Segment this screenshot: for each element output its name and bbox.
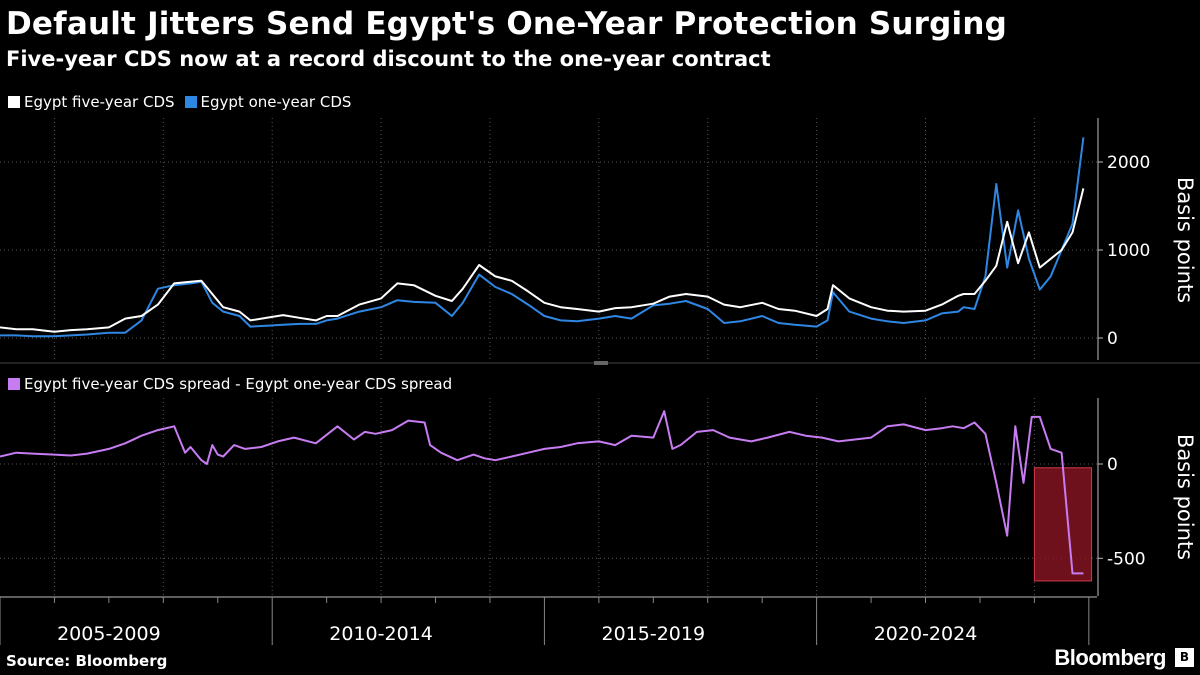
series-line-egypt-five-year-cds-spread-egypt-one-year-cds-spread [0, 410, 1084, 575]
bottom-panel-lines [0, 410, 1084, 575]
legend-label-five-year: Egypt five-year CDS [24, 93, 175, 111]
top-panel-grid [0, 118, 1097, 360]
legend-label-spread: Egypt five-year CDS spread - Egypt one-y… [24, 375, 453, 393]
record-discount-highlight [1033, 467, 1093, 582]
y-axis-title: Basis points [1173, 434, 1197, 560]
top-legend: Egypt five-year CDS Egypt one-year CDS [8, 93, 361, 111]
legend-swatch-one-year [184, 96, 197, 108]
bloomberg-logo: Bloomberg [1054, 645, 1166, 670]
y-tick-label: 0 [1107, 329, 1118, 349]
y-tick-label: 1000 [1107, 241, 1150, 261]
series-line-egypt-one-year-cds [0, 137, 1085, 338]
y-tick-label: 0 [1107, 455, 1118, 475]
x-tick-label: 2010-2014 [329, 623, 433, 645]
top-panel-y-axis: 0 1000 2000 Basis points [1097, 118, 1197, 360]
legend-swatch-spread [8, 378, 20, 390]
legend-label-one-year: Egypt one-year CDS [200, 93, 352, 111]
y-tick-label: 2000 [1107, 153, 1150, 173]
source-note: Source: Bloomberg [6, 652, 168, 670]
y-axis-title: Basis points [1173, 177, 1197, 303]
y-tick-label: -500 [1107, 549, 1146, 569]
chart-title: Default Jitters Send Egypt's One-Year Pr… [6, 6, 1008, 42]
legend-item-five-year: Egypt five-year CDS [8, 93, 175, 111]
top-panel-lines [0, 137, 1085, 338]
x-axis: 2005-2009 2010-2014 2015-2019 2020-2024 [0, 596, 1097, 645]
x-tick-label: 2020-2024 [874, 623, 978, 645]
x-tick-label: 2005-2009 [57, 623, 161, 645]
bloomberg-b-icon: B [1175, 648, 1194, 667]
bottom-legend: Egypt five-year CDS spread - Egypt one-y… [8, 375, 462, 393]
series-line-egypt-five-year-cds [0, 188, 1085, 333]
panel-resize-handle[interactable] [594, 361, 608, 365]
chart-subtitle: Five-year CDS now at a record discount t… [6, 47, 771, 71]
legend-swatch-five-year [8, 96, 20, 108]
x-tick-label: 2015-2019 [602, 623, 706, 645]
legend-item-one-year: Egypt one-year CDS [184, 93, 352, 111]
legend-item-spread: Egypt five-year CDS spread - Egypt one-y… [8, 375, 452, 393]
bottom-panel-y-axis: -500 0 Basis points [1097, 398, 1197, 596]
